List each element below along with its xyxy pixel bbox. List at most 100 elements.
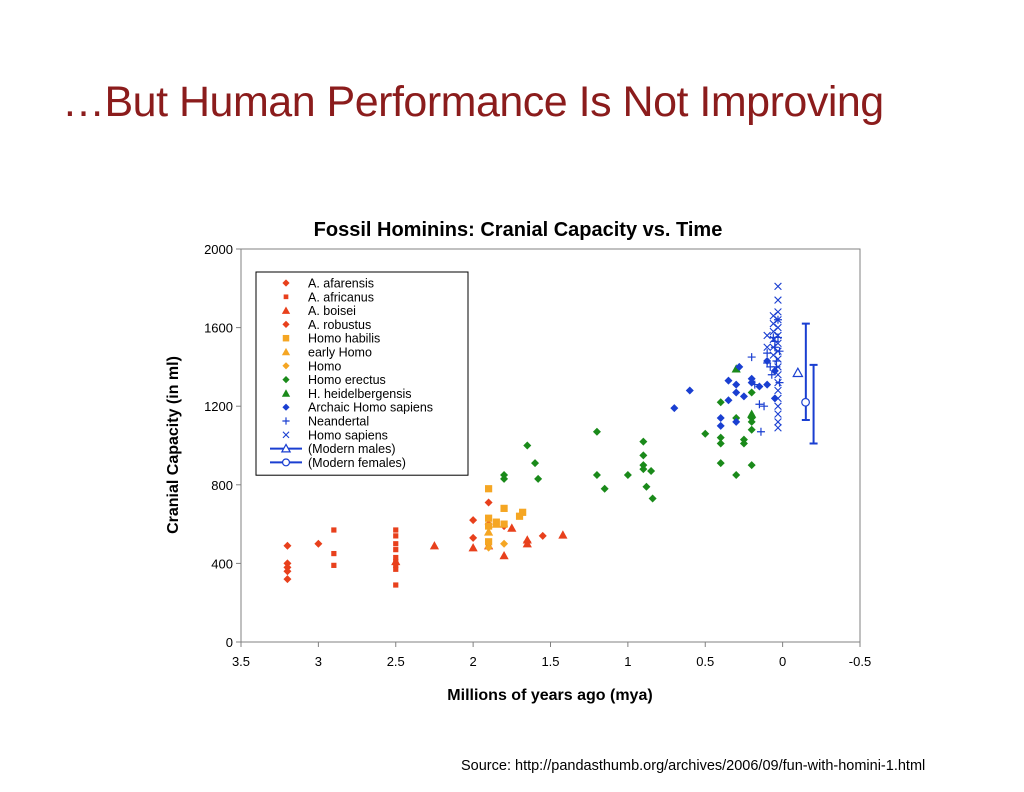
data-point bbox=[515, 512, 524, 520]
data-point bbox=[755, 400, 764, 409]
data-point bbox=[393, 547, 399, 553]
data-point bbox=[491, 519, 501, 528]
data-point bbox=[701, 429, 710, 438]
y-tick-label: 2000 bbox=[204, 242, 233, 257]
data-point bbox=[531, 459, 540, 468]
legend-label: (Modern females) bbox=[308, 456, 406, 470]
slide-title: …But Human Performance Is Not Improving bbox=[62, 78, 884, 126]
legend-marker bbox=[282, 417, 290, 425]
legend-marker bbox=[281, 347, 291, 356]
error-bars bbox=[792, 322, 818, 445]
data-point bbox=[769, 335, 778, 344]
error-bar-mean bbox=[792, 366, 804, 378]
data-point bbox=[716, 439, 725, 448]
legend-marker bbox=[282, 334, 290, 342]
data-point bbox=[772, 362, 781, 371]
y-axis-label: Cranial Capacity (in ml) bbox=[165, 356, 182, 534]
data-point bbox=[716, 413, 725, 422]
x-axis-label: Millions of years ago (mya) bbox=[447, 687, 652, 704]
data-point bbox=[763, 331, 771, 340]
data-point bbox=[747, 409, 757, 418]
legend-marker bbox=[280, 443, 292, 453]
error-bar-mean bbox=[801, 397, 810, 407]
data-point bbox=[283, 567, 292, 576]
data-point bbox=[314, 539, 323, 548]
data-point bbox=[639, 451, 648, 460]
data-point bbox=[774, 410, 782, 418]
data-point bbox=[724, 396, 733, 405]
legend-label: early Homo bbox=[308, 346, 372, 360]
data-point bbox=[485, 485, 493, 493]
data-point bbox=[500, 520, 508, 528]
legend-marker bbox=[282, 362, 290, 370]
data-point bbox=[331, 562, 337, 568]
data-point bbox=[769, 327, 778, 336]
data-point bbox=[500, 504, 508, 512]
legend-label: Homo bbox=[308, 359, 341, 373]
x-tick-label: -0.5 bbox=[849, 654, 871, 669]
data-point bbox=[558, 530, 568, 539]
legend-label: Homo habilis bbox=[308, 332, 380, 346]
data-point bbox=[747, 353, 756, 362]
legend-label: (Modern males) bbox=[308, 442, 396, 456]
data-point bbox=[600, 484, 609, 493]
x-tick-label: 3 bbox=[315, 654, 322, 669]
data-point bbox=[732, 417, 741, 426]
data-point bbox=[739, 392, 748, 401]
x-tick-label: 0.5 bbox=[696, 654, 714, 669]
data-point bbox=[485, 522, 493, 530]
data-marks bbox=[283, 282, 784, 588]
x-tick-label: 2 bbox=[470, 654, 477, 669]
data-point bbox=[685, 386, 694, 395]
data-point bbox=[484, 543, 493, 552]
data-point bbox=[756, 427, 765, 436]
data-point bbox=[468, 543, 478, 552]
data-point bbox=[538, 531, 547, 540]
legend-marker bbox=[281, 458, 291, 467]
data-point bbox=[763, 349, 772, 358]
data-point bbox=[393, 527, 399, 533]
data-point bbox=[769, 343, 778, 352]
legend-marker bbox=[282, 376, 290, 384]
data-point bbox=[763, 380, 772, 389]
legend-label: H. heidelbergensis bbox=[308, 387, 412, 401]
y-tick-label: 1200 bbox=[204, 399, 233, 414]
data-point bbox=[739, 439, 748, 448]
data-point bbox=[724, 376, 733, 385]
data-point bbox=[639, 465, 648, 474]
x-tick-label: 2.5 bbox=[387, 654, 405, 669]
legend-label: A. afarensis bbox=[308, 277, 374, 291]
data-point bbox=[774, 386, 782, 395]
data-point bbox=[592, 427, 601, 436]
data-point bbox=[774, 378, 782, 387]
data-point bbox=[393, 566, 399, 572]
legend-marker bbox=[283, 294, 289, 300]
data-point bbox=[716, 433, 725, 442]
data-point bbox=[283, 541, 292, 550]
data-point bbox=[716, 459, 725, 468]
data-point bbox=[732, 470, 741, 479]
legend-marker bbox=[281, 306, 291, 314]
legend-label: A. africanus bbox=[308, 290, 374, 304]
data-point bbox=[519, 508, 527, 516]
data-point bbox=[747, 388, 756, 397]
data-point bbox=[774, 370, 782, 379]
legend-marker bbox=[282, 403, 290, 411]
legend-marker bbox=[282, 431, 290, 439]
data-point bbox=[393, 582, 399, 588]
data-point bbox=[774, 424, 782, 432]
data-point bbox=[534, 474, 543, 483]
data-point bbox=[732, 380, 741, 389]
data-point bbox=[642, 482, 651, 491]
x-tick-label: 1.5 bbox=[541, 654, 559, 669]
legend-label: Archaic Homo sapiens bbox=[308, 401, 433, 415]
data-point bbox=[331, 550, 337, 557]
data-point bbox=[774, 296, 782, 304]
data-point bbox=[775, 347, 784, 356]
data-point bbox=[763, 343, 771, 352]
data-point bbox=[523, 441, 532, 450]
data-point bbox=[774, 418, 782, 426]
x-tick-label: 1 bbox=[624, 654, 631, 669]
legend-label: A. robustus bbox=[308, 318, 371, 332]
